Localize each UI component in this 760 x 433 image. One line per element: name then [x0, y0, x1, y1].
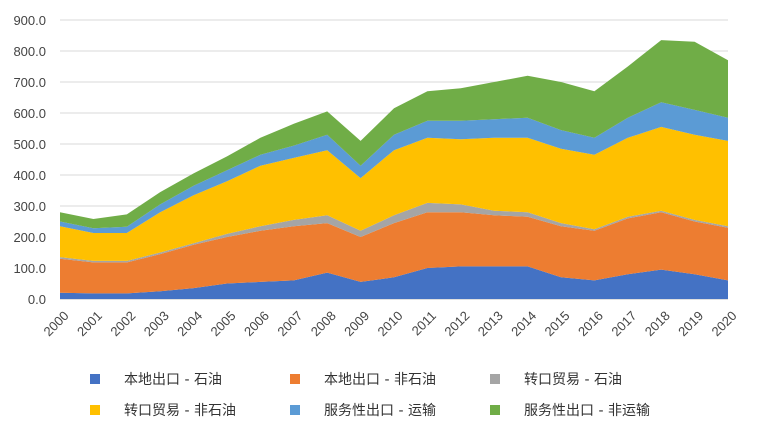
- y-tick-label: 800.0: [13, 44, 46, 59]
- y-tick-label: 200.0: [13, 230, 46, 245]
- legend-label: 转口贸易 - 石油: [524, 372, 622, 388]
- x-tick-label: 2002: [107, 308, 138, 339]
- y-tick-label: 500.0: [13, 137, 46, 152]
- x-tick-label: 2013: [475, 308, 506, 339]
- legend-label: 本地出口 - 石油: [124, 372, 222, 388]
- x-tick-label: 2005: [208, 308, 239, 339]
- x-tick-label: 2011: [409, 308, 439, 338]
- x-tick-label: 2017: [608, 308, 639, 339]
- legend-label: 本地出口 - 非石油: [324, 372, 436, 388]
- x-tick-label: 2004: [174, 308, 205, 339]
- legend-label: 服务性出口 - 非运输: [524, 403, 650, 419]
- x-tick-label: 2019: [675, 308, 706, 339]
- x-tick-label: 2009: [341, 308, 372, 339]
- x-tick-label: 2016: [575, 308, 606, 339]
- x-tick-label: 2015: [542, 308, 573, 339]
- series-area-6: [60, 40, 728, 229]
- x-tick-label: 2001: [74, 308, 105, 339]
- x-tick-label: 2020: [709, 308, 740, 339]
- x-tick-label: 2018: [642, 308, 673, 339]
- x-tick-label: 2003: [141, 308, 172, 339]
- x-tick-label: 2007: [274, 308, 305, 339]
- series-area-2: [60, 212, 728, 294]
- x-axis-ticks: 2000 2001 2002 2003 2004 2005 2006 2007 2008 2009…: [41, 308, 740, 339]
- legend-swatch: [490, 374, 500, 384]
- x-tick-label: 2000: [41, 308, 72, 339]
- x-tick-label: 2014: [508, 308, 539, 339]
- legend-label: 转口贸易 - 非石油: [124, 403, 236, 419]
- series-area-4: [60, 126, 728, 261]
- y-tick-label: 700.0: [13, 75, 46, 90]
- x-tick-label: 2010: [375, 308, 406, 339]
- legend-swatch: [290, 374, 300, 384]
- y-axis-ticks: 0.0 100.0 200.0 300.0 400.0 500.0 600.0 700.0 80…: [13, 13, 46, 307]
- y-tick-label: 900.0: [13, 13, 46, 28]
- legend-swatch: [90, 374, 100, 384]
- y-tick-label: 0.0: [28, 292, 46, 307]
- series-areas: [60, 40, 728, 299]
- legend-swatch: [490, 405, 500, 415]
- y-tick-label: 600.0: [13, 106, 46, 121]
- y-tick-label: 400.0: [13, 168, 46, 183]
- x-tick-label: 2008: [308, 308, 339, 339]
- series-area-1: [60, 266, 728, 299]
- legend-swatch: [290, 405, 300, 415]
- series-area-5: [60, 102, 728, 233]
- legend-swatch: [90, 405, 100, 415]
- x-tick-label: 2006: [241, 308, 272, 339]
- y-tick-label: 100.0: [13, 261, 46, 276]
- legend-label: 服务性出口 - 运输: [324, 403, 436, 419]
- y-tick-label: 300.0: [13, 199, 46, 214]
- x-tick-label: 2012: [441, 308, 472, 339]
